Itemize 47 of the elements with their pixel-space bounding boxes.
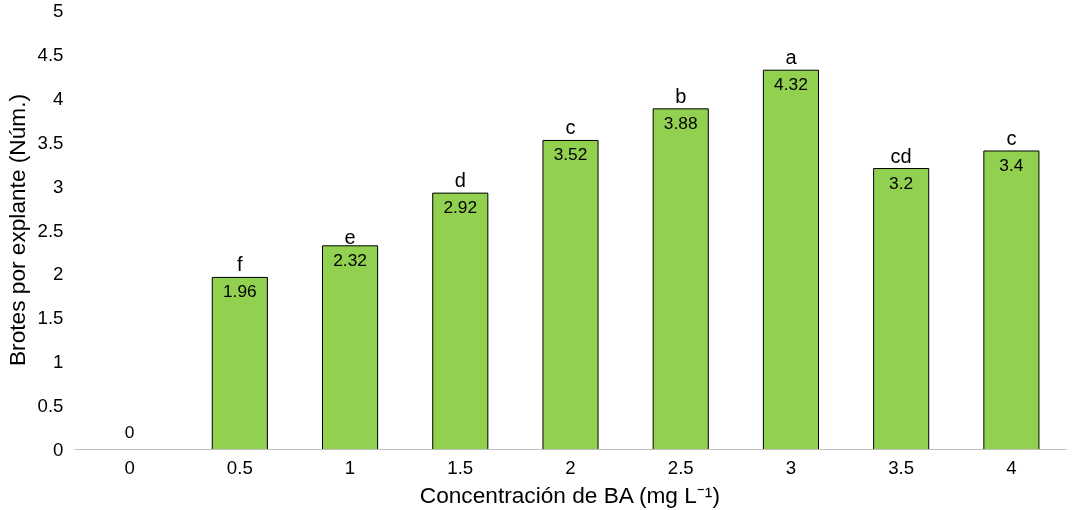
data-label: 2.32 [333, 249, 367, 270]
y-tick-label: 4.5 [37, 43, 64, 65]
x-tick-label: 1.5 [447, 456, 474, 478]
x-tick-label: 3 [785, 456, 797, 478]
y-tick-label: 2 [53, 263, 64, 285]
annotation: f [237, 253, 244, 276]
bar [873, 168, 930, 450]
y-tick-label: 1 [53, 351, 64, 373]
bar [542, 139, 599, 450]
data-label: 3.4 [999, 154, 1024, 175]
y-tick-label: 0.5 [37, 395, 64, 417]
bar [322, 245, 379, 450]
data-label: 1.96 [222, 281, 257, 302]
x-tick-label: 2 [565, 456, 576, 478]
annotation: e [344, 225, 356, 248]
annotation: d [454, 169, 466, 192]
y-tick-label: 2.5 [37, 219, 64, 241]
data-label: 4.32 [774, 74, 808, 95]
bar [652, 108, 709, 450]
x-tick-label: 0 [124, 456, 135, 478]
x-tick-label: 1 [344, 456, 356, 478]
x-axis-title: Concentración de BA (mg L⁻¹) [419, 481, 720, 508]
y-tick-label: 3.5 [37, 131, 64, 153]
data-label: 0 [124, 421, 135, 442]
data-label: 3.88 [663, 112, 698, 133]
x-tick-label: 4 [1006, 456, 1017, 478]
y-tick-label: 0 [53, 439, 64, 460]
bar [762, 69, 819, 450]
data-label: 2.92 [443, 197, 478, 218]
x-tick-label: 3.5 [888, 456, 915, 478]
y-tick-label: 4 [53, 87, 64, 109]
bar [211, 276, 268, 450]
data-label: 3.52 [553, 144, 588, 165]
y-tick-label: 3 [53, 175, 64, 197]
annotation: a [785, 46, 798, 69]
data-label: 3.2 [889, 172, 914, 193]
annotation: b [675, 84, 687, 107]
annotation: c [1006, 126, 1017, 149]
y-tick-label: 1.5 [37, 307, 64, 329]
annotation: cd [890, 144, 912, 167]
bar [983, 150, 1040, 450]
y-axis-title: Brotes por explante (Núm.) [3, 93, 30, 366]
y-tick-label: 5 [53, 0, 64, 21]
x-tick-label: 0.5 [226, 456, 253, 478]
bar [432, 192, 489, 450]
annotation: c [565, 116, 576, 139]
x-tick-label: 2.5 [667, 456, 694, 478]
